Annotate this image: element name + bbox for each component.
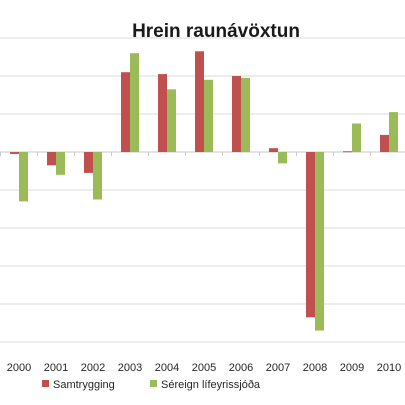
bar-samtrygging-2001 <box>47 152 56 166</box>
legend-label-sereign: Séreign lífeyrissjóða <box>161 379 261 391</box>
x-tick-label: 2010 <box>377 362 401 374</box>
x-tick-label: 2000 <box>7 362 31 374</box>
bar-samtrygging-2008 <box>306 152 315 318</box>
bar-sereign-2007 <box>278 152 287 164</box>
chart-title: Hrein raunávöxtun <box>132 21 300 42</box>
bar-samtrygging-2009 <box>343 151 352 153</box>
bar-sereign-2000 <box>19 152 28 202</box>
x-tick-label: 2007 <box>266 362 290 374</box>
bar-sereign-2005 <box>204 79 213 152</box>
bar-sereign-2009 <box>352 123 361 152</box>
bar-sereign-2010 <box>389 112 398 152</box>
x-tick-label: 2005 <box>192 362 216 374</box>
legend-label-samtrygging: Samtrygging <box>53 379 115 391</box>
bar-samtrygging-2004 <box>158 74 167 152</box>
bar-sereign-2008 <box>315 152 324 331</box>
bar-samtrygging-2010 <box>380 134 389 152</box>
bar-samtrygging-2005 <box>195 51 204 152</box>
x-tick-label: 2003 <box>118 362 142 374</box>
bar-samtrygging-2006 <box>232 76 241 152</box>
bar-samtrygging-2002 <box>84 152 93 173</box>
bar-samtrygging-2000 <box>10 152 19 154</box>
bar-samtrygging-2007 <box>269 148 278 152</box>
bar-sereign-2004 <box>167 89 176 152</box>
x-tick-labels: 2000 2001 2002 2003 2004 2005 2006 2007 2008 2009… <box>7 362 401 374</box>
legend-swatch-sereign <box>150 380 157 387</box>
bar-sereign-2006 <box>241 77 250 152</box>
gridlines <box>0 37 405 343</box>
legend: Samtrygging Séreign lífeyrissjóða <box>42 379 261 391</box>
x-tick-label: 2004 <box>155 362 179 374</box>
x-tick-label: 2006 <box>229 362 253 374</box>
x-tick-label: 2001 <box>44 362 68 374</box>
bars <box>10 51 398 331</box>
legend-swatch-samtrygging <box>42 380 49 387</box>
bar-samtrygging-2003 <box>121 72 130 152</box>
x-tick-label: 2008 <box>303 362 327 374</box>
bar-sereign-2003 <box>130 53 139 153</box>
bar-sereign-2001 <box>56 152 65 175</box>
x-tick-label: 2009 <box>340 362 364 374</box>
bar-sereign-2002 <box>93 152 102 200</box>
x-tick-label: 2002 <box>81 362 105 374</box>
